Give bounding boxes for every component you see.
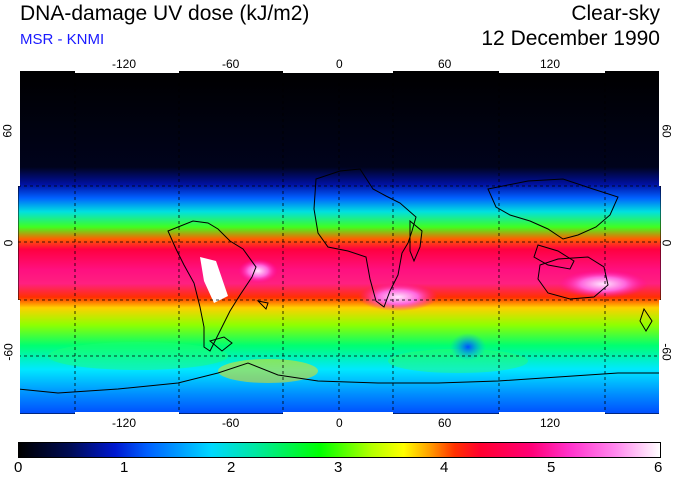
lat-tick-right: -60: [659, 343, 674, 361]
lon-tick-top: -60: [222, 57, 240, 71]
lat-tick-right: 60: [659, 124, 674, 138]
lat-tick-left: 60: [0, 124, 15, 138]
lon-tick-top: 60: [438, 57, 452, 71]
colorbar: [18, 442, 661, 458]
dose-hotspot: [238, 259, 278, 283]
lat-tick-right: 0: [659, 239, 674, 247]
sky-condition-label: Clear-sky: [571, 2, 660, 25]
colorbar-tick: 1: [120, 459, 129, 476]
dose-patch: [388, 349, 528, 373]
lon-tick-bottom: -120: [112, 416, 137, 430]
dose-max-region: [200, 257, 228, 303]
colorbar-tick: 0: [14, 459, 23, 476]
lon-tick-bottom: 120: [540, 416, 561, 430]
map-edge-marks: [18, 71, 661, 414]
dose-hotspot: [558, 270, 648, 298]
colorbar-tick: 2: [227, 459, 236, 476]
lon-tick-top: 120: [540, 57, 561, 71]
lat-tick-left: 0: [1, 239, 16, 247]
lon-tick-bottom: -60: [222, 416, 240, 430]
graticule: [18, 71, 661, 414]
colorbar-tick: 5: [547, 459, 556, 476]
coastlines: [18, 168, 661, 394]
dose-hotspot: [358, 283, 438, 311]
lon-tick-top: 0: [336, 57, 343, 71]
lon-tick-top: -120: [112, 57, 137, 71]
map-title: DNA-damage UV dose (kJ/m2): [20, 2, 310, 25]
uv-dose-map: [18, 71, 661, 414]
date-label: 12 December 1990: [481, 27, 660, 50]
colorbar-tick: 3: [334, 459, 343, 476]
source-label: MSR - KNMI: [20, 31, 105, 48]
colorbar-tick: 6: [654, 459, 663, 476]
colorbar-tick: 4: [440, 459, 449, 476]
dose-patch: [450, 333, 486, 361]
lat-tick-left: -60: [1, 343, 16, 361]
dose-field: [18, 71, 661, 414]
lon-tick-bottom: 60: [438, 416, 452, 430]
lon-tick-bottom: 0: [336, 416, 343, 430]
